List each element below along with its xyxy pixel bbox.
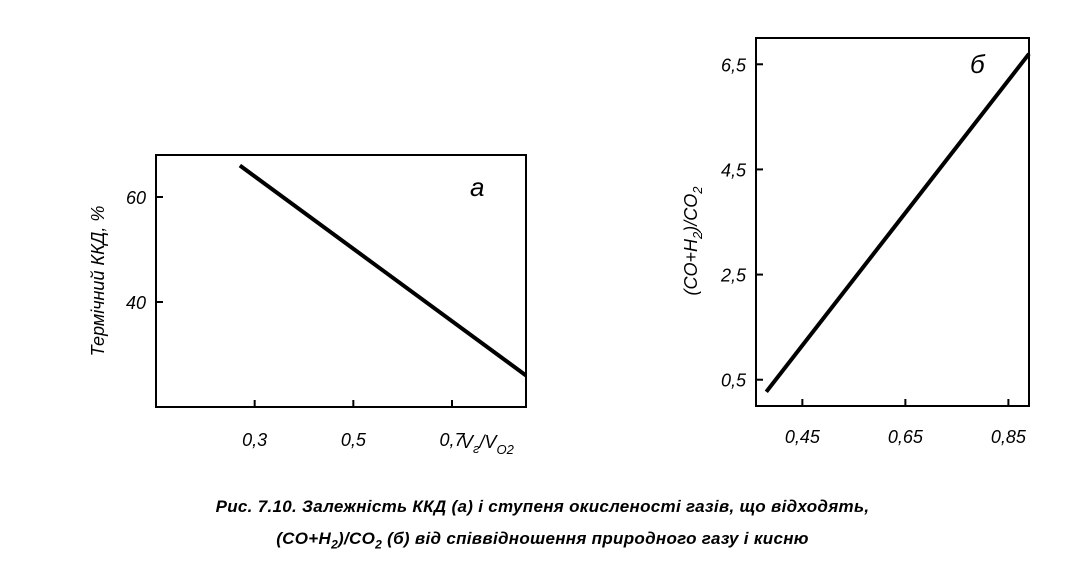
panel-label-b: б: [970, 49, 986, 79]
y-tick-label-b-1: 4,5: [721, 160, 747, 180]
caption-line2-sub2: 2: [375, 537, 383, 552]
y-axis-label-b-part2: )/CO: [681, 194, 701, 234]
plot-frame-b: [755, 37, 1030, 407]
series-layer-b: [764, 52, 1031, 394]
tick-marks-a: [156, 196, 453, 407]
panel-label-a: а: [470, 172, 484, 202]
series-line-b-0: [764, 52, 1031, 394]
x-axis-label-a-v: V: [461, 432, 475, 452]
tick-labels-a: 0,3 0,5 0,7 60 40: [126, 188, 466, 450]
y-tick-label-b-2: 2,5: [720, 266, 747, 286]
y-tick-label-b-3: 0,5: [721, 371, 747, 391]
y-axis-label-b: (CO+H2)/CO2: [681, 186, 705, 296]
chart-panel-a: 0,3 0,5 0,7 60 40 а Термічний ККД, % Vг/VO2: [88, 154, 528, 457]
caption-line2-part1: (CO+H: [276, 529, 332, 548]
y-axis-label-b-part1: (CO+H: [681, 238, 701, 296]
y-axis-label-b-sub1: 2: [690, 231, 705, 240]
x-axis-label-a: Vг/VO2: [461, 432, 515, 457]
x-axis-label-a-sub-g: г: [473, 441, 480, 456]
figure-caption-line1: Рис. 7.10. Залежність ККД (а) і ступеня …: [215, 497, 870, 516]
y-tick-label-a-0: 60: [126, 188, 146, 208]
tick-marks-b: [756, 63, 1010, 406]
y-axis-label-b-sub2: 2: [690, 186, 705, 195]
x-axis-label-a-slash-v: /V: [477, 432, 498, 452]
series-layer-a: [238, 163, 528, 378]
chart-panel-b: 0,45 0,65 0,856,54,52,50,5 б (CO+H2)/CO2: [681, 37, 1031, 447]
x-tick-label-a-1: 0,5: [341, 430, 367, 450]
tick-labels-b: 0,45 0,65 0,85 6,5 4,5 2,5 0,5: [720, 55, 1027, 447]
caption-line2-sub1: 2: [331, 537, 339, 552]
y-tick-label-a-1: 40: [126, 293, 146, 313]
series-line-a-0: [238, 163, 528, 378]
x-tick-label-a-0: 0,3: [242, 430, 267, 450]
x-tick-label-b-1: 0,65: [888, 427, 924, 447]
plot-frame-a: [155, 154, 527, 408]
x-tick-label-b-2: 0,85: [991, 427, 1027, 447]
figure-caption-line2: (CO+H2)/CO2 (б) від співвідношення приро…: [0, 529, 1085, 551]
y-axis-label-a: Термічний ККД, %: [88, 206, 108, 357]
x-tick-label-a-2: 0,7: [439, 430, 465, 450]
caption-line2-part3: (б) від співвідношення природного газу і…: [382, 529, 809, 548]
y-tick-label-b-0: 6,5: [721, 55, 747, 75]
x-axis-label-a-sub-o2: O2: [496, 442, 514, 457]
caption-line2-part2: )/CO: [338, 529, 376, 548]
x-tick-label-b-0: 0,45: [785, 427, 821, 447]
